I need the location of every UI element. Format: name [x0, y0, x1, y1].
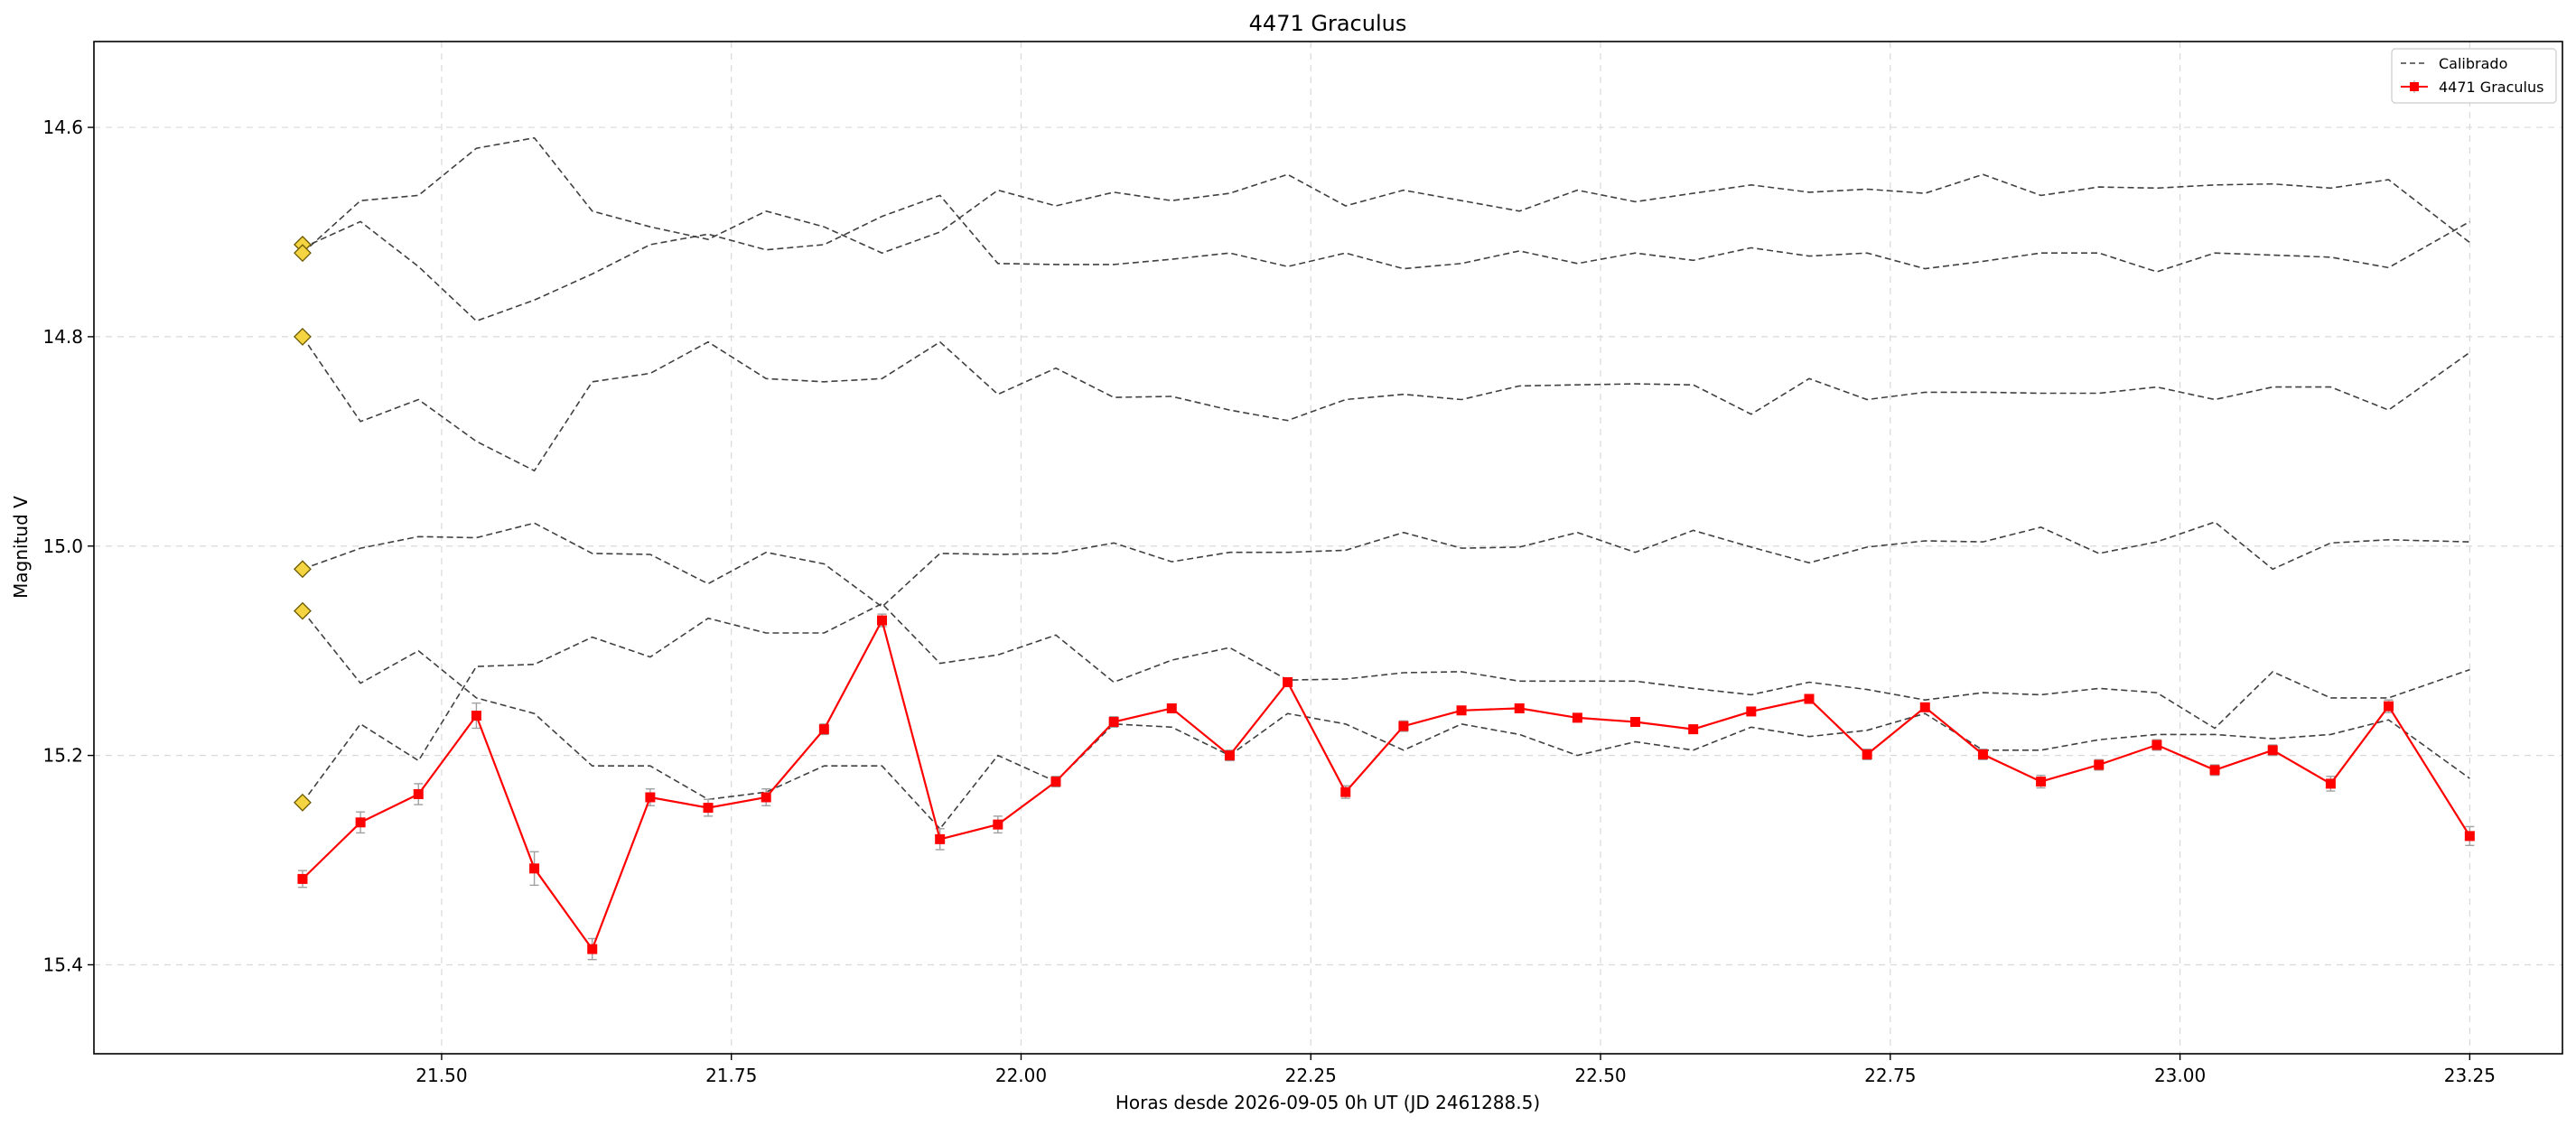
x-tick-label: 21.75 [705, 1065, 757, 1086]
comparison-star-line-6 [302, 602, 2470, 804]
comparison-star-line-3 [302, 336, 2470, 472]
x-tick-label: 21.50 [415, 1065, 467, 1086]
data-point [2094, 759, 2105, 770]
data-point [935, 833, 946, 844]
legend-box [2391, 48, 2557, 104]
comparison-star-line-4 [302, 521, 2470, 609]
data-point [1688, 724, 1699, 735]
calibrated-start-marker [294, 560, 312, 579]
data-point [818, 724, 829, 735]
legend-label-target: 4471 Graculus [2439, 79, 2543, 96]
data-point [2036, 777, 2047, 787]
data-point [877, 615, 888, 626]
grid [94, 42, 2562, 1054]
data-point [471, 711, 481, 721]
data-point [1919, 702, 1930, 712]
ticks: 21.50 21.75 22.00 22.25 22.50 22.75 23.00 23.25… [42, 116, 2496, 1086]
data-point [2384, 701, 2394, 712]
calibrated-start-marker [294, 601, 312, 620]
plot-frame [93, 41, 2563, 1055]
data-point [587, 944, 598, 954]
legend-label-calibrado: Calibrado [2439, 55, 2507, 72]
data-point [1398, 721, 1409, 731]
x-tick-label: 23.25 [2444, 1065, 2496, 1086]
x-axis-label: Horas desde 2026-09-05 0h UT (JD 2461288… [1115, 1092, 1540, 1113]
calibrated-start-marker [294, 327, 312, 346]
data-point [645, 792, 656, 803]
data-point [993, 819, 1003, 830]
legend: Calibrado 4471 Graculus [2391, 48, 2557, 104]
y-tick-label: 15.4 [42, 954, 83, 975]
y-axis-label: Magnitud V [10, 496, 32, 599]
data-point [413, 789, 424, 800]
y-tick-label: 15.2 [42, 745, 83, 767]
data-point [1862, 749, 1872, 759]
data-point [1283, 676, 1293, 687]
data-point [2267, 745, 2278, 756]
data-point [2464, 831, 2475, 842]
y-tick-label: 14.6 [42, 116, 83, 138]
data-point [761, 792, 771, 803]
data-point [2325, 778, 2336, 789]
data-point [1340, 786, 1351, 797]
data-point [1804, 693, 1815, 704]
data-point [2151, 740, 2162, 750]
comparison-star-line-2 [302, 194, 2470, 322]
data-point [1514, 703, 1525, 713]
target-line [302, 618, 2471, 952]
calibrated-start-marker [294, 793, 312, 812]
x-tick-label: 22.25 [1285, 1065, 1337, 1086]
x-tick-label: 22.50 [1574, 1065, 1626, 1086]
y-tick-label: 14.8 [42, 326, 83, 348]
data-point [1166, 703, 1177, 713]
data-point [1977, 749, 1988, 759]
series-layer [294, 136, 2475, 961]
data-point [1630, 717, 1641, 728]
data-point [355, 817, 366, 828]
x-tick-label: 22.75 [1864, 1065, 1916, 1086]
comparison-star-line-5 [302, 610, 2470, 831]
y-tick-label: 15.0 [42, 535, 83, 557]
data-point [1108, 717, 1119, 728]
data-point [529, 863, 540, 874]
data-point [703, 803, 714, 814]
data-point [1050, 777, 1061, 787]
x-tick-label: 22.00 [995, 1065, 1047, 1086]
comparison-star-line-1 [302, 136, 2470, 255]
legend-marker-target [2410, 82, 2419, 91]
data-point [2209, 765, 2220, 776]
data-point [1456, 705, 1467, 716]
data-point [1572, 712, 1582, 723]
x-tick-label: 23.00 [2154, 1065, 2206, 1086]
data-point [1224, 750, 1235, 761]
data-point [297, 873, 308, 884]
chart-title: 4471 Graculus [1249, 11, 1407, 36]
calibrated-start-marker [294, 244, 312, 263]
data-point [1746, 706, 1757, 717]
